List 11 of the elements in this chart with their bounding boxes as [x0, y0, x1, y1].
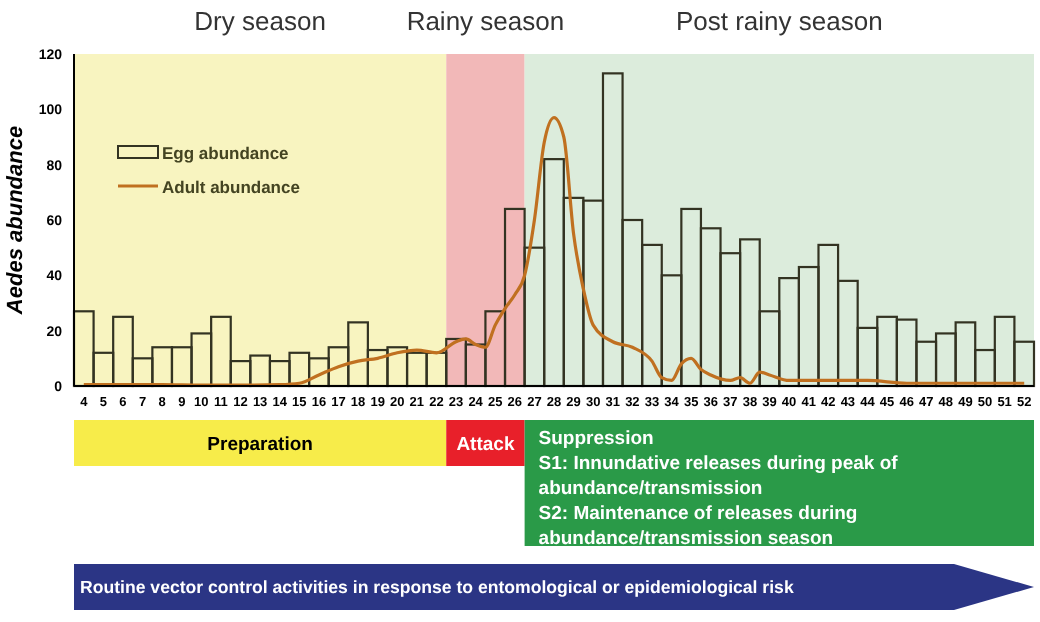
text: Attack	[456, 433, 516, 456]
text: Suppression S1: Innundative releases during peak of abundance/transmission S2: Maintenance of releases during abundance/transmission season	[538, 428, 900, 550]
line-series	[82, 116, 1026, 387]
band-label: Rainy season	[406, 6, 565, 36]
legend-label: Adult abundance	[162, 177, 301, 198]
y-axis-title: Aedes abundance	[4, 125, 28, 317]
band-label: Dry season	[194, 6, 326, 36]
band-label: Post rainy season	[675, 6, 883, 36]
legend-label: Egg abundance	[162, 143, 290, 164]
text: Preparation	[207, 433, 314, 456]
banner-arrow: Routine vector control activities in response to entomological or epidemiological risk	[74, 564, 1034, 610]
